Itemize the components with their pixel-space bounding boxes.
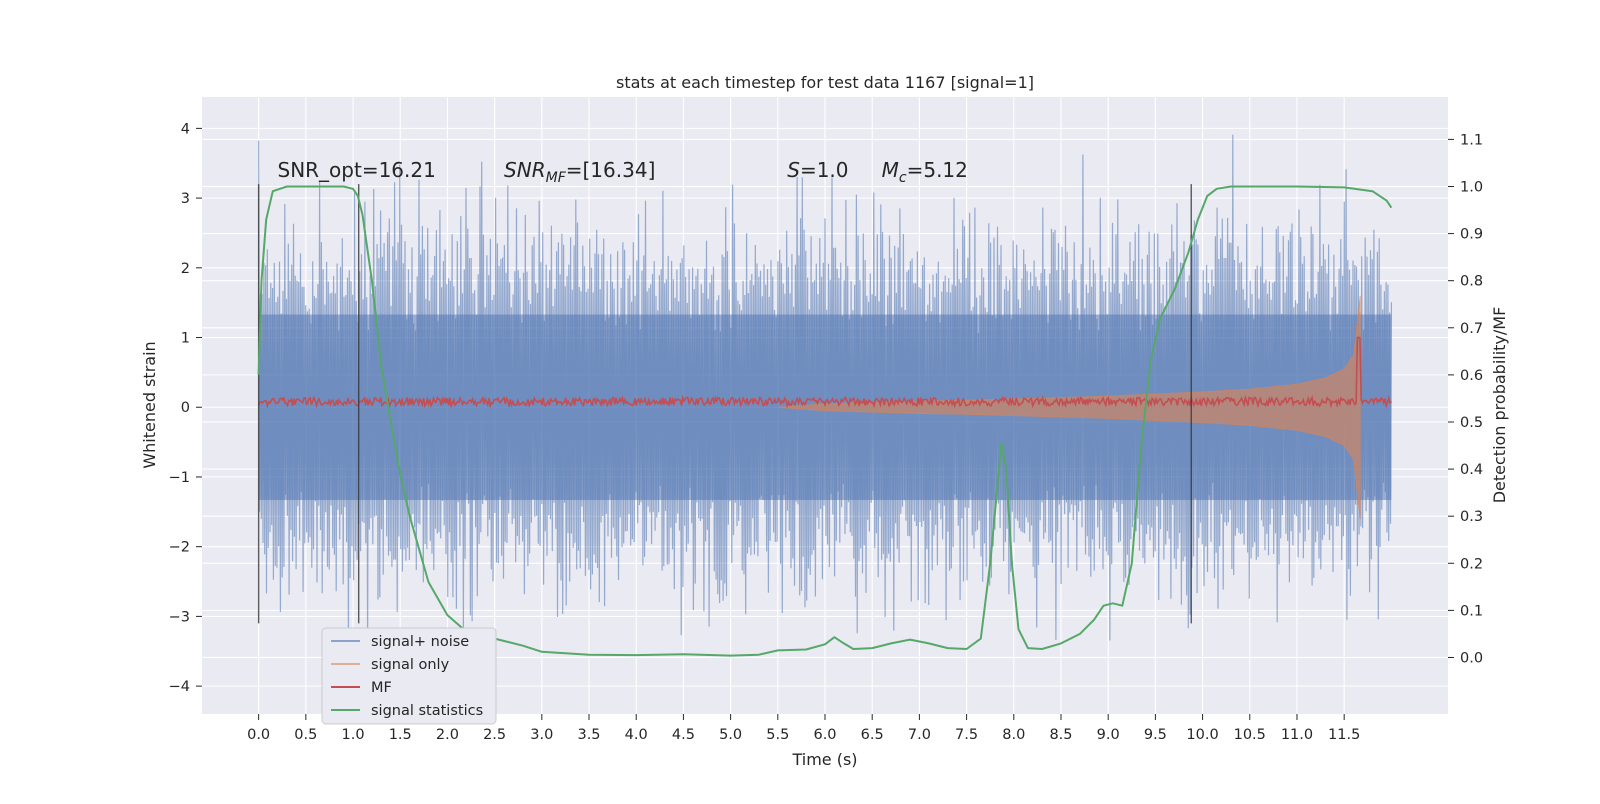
y2-tick-label: 0.8 <box>1460 274 1483 290</box>
y2-tick-label: 1.0 <box>1460 179 1483 195</box>
x-tick-label: 0.0 <box>247 727 270 743</box>
x-tick-label: 8.0 <box>1002 727 1025 743</box>
y2-tick-label: 0.7 <box>1460 321 1483 337</box>
annotation-snr-opt: SNR_opt=16.21 <box>278 158 436 182</box>
y2-tick-label: 0.0 <box>1460 650 1483 666</box>
x-tick-label: 11.5 <box>1328 727 1360 743</box>
y-tick-label: −2 <box>169 540 190 556</box>
x-tick-label: 6.0 <box>813 727 836 743</box>
x-tick-label: 7.0 <box>908 727 931 743</box>
x-tick-label: 10.0 <box>1186 727 1218 743</box>
noise-trace <box>258 134 1393 656</box>
x-tick-label: 8.5 <box>1049 727 1072 743</box>
x-axis-label: Time (s) <box>791 750 857 769</box>
y2-tick-label: 0.6 <box>1460 368 1483 384</box>
y-axis-label: Whitened strain <box>140 341 159 468</box>
y-tick-label: 0 <box>181 400 190 416</box>
y2-tick-label: 0.4 <box>1460 462 1483 478</box>
x-tick-label: 10.5 <box>1234 727 1266 743</box>
y2-tick-label: 0.3 <box>1460 509 1483 525</box>
y-tick-label: −4 <box>169 679 190 695</box>
x-tick-label: 5.5 <box>766 727 789 743</box>
y2-axis-label: Detection probability/MF <box>1490 307 1509 504</box>
series-mf <box>257 336 1392 409</box>
x-tick-label: 2.0 <box>436 727 459 743</box>
axes: 0.0 0.5 1.0 1.5 2.0 2.5 3.0 3.5 4.0 4.5 5.0 5.5 6.0 6… <box>169 121 1483 743</box>
legend: signal+ noise signal only MF signal stat… <box>321 627 497 725</box>
x-tick-label: 7.5 <box>955 727 978 743</box>
legend-label-signal-statistics: signal statistics <box>371 703 483 719</box>
y2-tick-label: 0.2 <box>1460 556 1483 572</box>
y-tick-label: −1 <box>169 470 190 486</box>
x-tick-label: 3.0 <box>530 727 553 743</box>
y2-tick-label: 0.5 <box>1460 415 1483 431</box>
x-tick-label: 5.0 <box>719 727 742 743</box>
signal-statistics-line <box>257 185 1393 657</box>
series-signal-statistics <box>257 185 1393 657</box>
y-tick-label: 4 <box>181 121 190 137</box>
x-tick-label: 0.5 <box>294 727 317 743</box>
chart-title: stats at each timestep for test data 116… <box>616 73 1034 92</box>
y-tick-label: −3 <box>169 609 190 625</box>
annotations: SNR_opt=16.21 SNRMF=[16.34] S=1.0 Mc=5.12 <box>278 158 968 186</box>
vertical-markers <box>257 184 1192 624</box>
x-tick-label: 2.5 <box>483 727 506 743</box>
annotation-s-value: S=1.0 <box>787 158 848 182</box>
x-tick-label: 9.0 <box>1097 727 1120 743</box>
series-signal-only <box>777 295 1361 519</box>
x-tick-label: 4.0 <box>625 727 648 743</box>
legend-label-mf: MF <box>371 680 392 696</box>
y2-tick-label: 0.9 <box>1460 227 1483 243</box>
signal-only-envelope <box>777 295 1361 519</box>
x-tick-label: 1.0 <box>341 727 364 743</box>
x-tick-label: 6.5 <box>861 727 884 743</box>
x-tick-label: 11.0 <box>1281 727 1313 743</box>
y2-tick-label: 0.1 <box>1460 603 1483 619</box>
x-tick-label: 3.5 <box>577 727 600 743</box>
x-tick-label: 4.5 <box>672 727 695 743</box>
annotation-mc-value: Mc=5.12 <box>882 158 968 186</box>
mf-trace <box>257 336 1392 409</box>
y-tick-label: 1 <box>181 331 190 347</box>
y2-tick-label: 1.1 <box>1460 132 1483 148</box>
legend-label-signal-noise: signal+ noise <box>371 634 469 650</box>
legend-frame <box>321 627 497 725</box>
y-tick-label: 2 <box>181 261 190 277</box>
x-tick-label: 9.5 <box>1144 727 1167 743</box>
annotation-snr-mf: SNRMF=[16.34] <box>504 158 655 186</box>
y-tick-label: 3 <box>181 191 190 207</box>
legend-label-signal-only: signal only <box>371 657 450 673</box>
x-tick-label: 1.5 <box>389 727 412 743</box>
